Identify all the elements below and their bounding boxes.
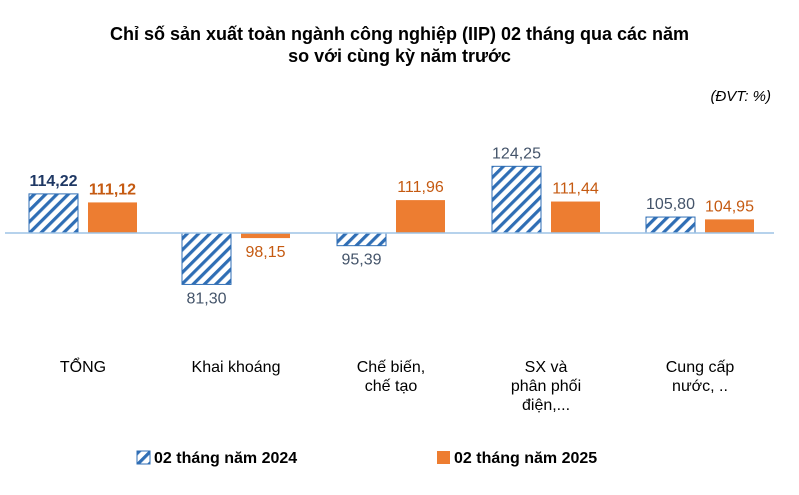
bar-2025-0 [88, 202, 137, 233]
bar-2025-3 [551, 201, 600, 233]
data-label-2025-4: 104,95 [705, 198, 754, 215]
bar-2025-4 [705, 219, 754, 233]
data-label-2025-0: 111,12 [89, 181, 136, 198]
data-label-2024-4: 105,80 [646, 196, 695, 213]
chart-title-line-1: Chỉ số sản xuất toàn ngành công nghiệp (… [109, 24, 690, 44]
data-label-2025-3: 111,44 [552, 181, 599, 198]
legend-swatch-0 [136, 450, 151, 465]
category-label-4-1: nước, .. [672, 378, 728, 395]
bar-2024-3 [491, 165, 542, 234]
data-label-2024-3: 124,25 [492, 145, 541, 162]
legend-swatch-1 [437, 451, 450, 464]
data-label-2024-2: 95,39 [341, 252, 381, 269]
category-label-3-0: SX và [525, 359, 568, 376]
category-label-1-0: Khai khoáng [192, 359, 281, 376]
bar-2025-1 [241, 233, 290, 239]
category-label-3-1: phân phối [511, 378, 581, 395]
legend-label-0: 02 tháng năm 2024 [154, 450, 297, 467]
bar-2025-2 [396, 200, 445, 233]
data-label-2025-1: 98,15 [245, 244, 285, 261]
bar-2024-0 [28, 193, 79, 234]
data-label-2025-2: 111,96 [397, 179, 444, 196]
category-label-2-0: Chế biến, [357, 359, 426, 376]
category-label-2-1: chế tạo [365, 378, 418, 395]
unit-label: (ĐVT: %) [710, 88, 771, 105]
legend-label-1: 02 tháng năm 2025 [454, 450, 597, 467]
data-label-2024-0: 114,22 [29, 173, 77, 190]
category-label-3-2: điện,... [522, 397, 570, 414]
category-label-0-0: TỔNG [60, 357, 106, 376]
bar-2024-1 [181, 232, 232, 285]
category-label-4-0: Cung cấp [666, 359, 735, 376]
bar-2024-2 [336, 232, 387, 247]
chart-title-line-2: so với cùng kỳ năm trước [288, 46, 511, 66]
bar-2024-4 [645, 216, 696, 234]
data-label-2024-1: 81,30 [186, 290, 226, 307]
